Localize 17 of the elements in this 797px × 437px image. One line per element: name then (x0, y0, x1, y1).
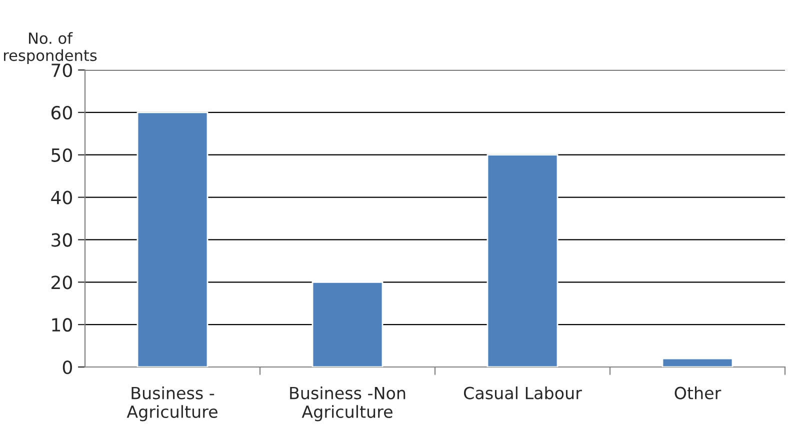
x-tick-label: Business - Agriculture (126, 386, 218, 422)
bar (486, 154, 558, 367)
y-tick-label: 20 (52, 276, 72, 290)
y-tick-label: 50 (52, 148, 72, 162)
bar (312, 281, 384, 367)
y-axis-title: No. of respondents (4, 32, 97, 64)
bar (136, 112, 208, 367)
x-tick-label: Casual Labour (464, 386, 582, 400)
x-tick-label: Business -Non Agriculture (290, 386, 406, 422)
y-tick-label: 40 (51, 190, 72, 204)
x-tick-label: Other (674, 386, 722, 400)
y-tick-label: 30 (52, 233, 72, 247)
y-tick-label: 70 (52, 63, 72, 78)
y-tick-label: 10 (52, 318, 72, 332)
y-tick-label: 60 (51, 106, 72, 120)
bar (662, 358, 734, 367)
y-tick-label: 0 (62, 360, 72, 374)
